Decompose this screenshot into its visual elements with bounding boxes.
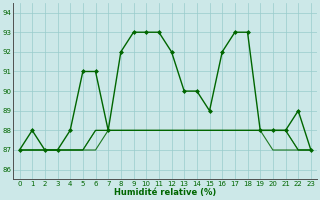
X-axis label: Humidité relative (%): Humidité relative (%) — [114, 188, 216, 197]
